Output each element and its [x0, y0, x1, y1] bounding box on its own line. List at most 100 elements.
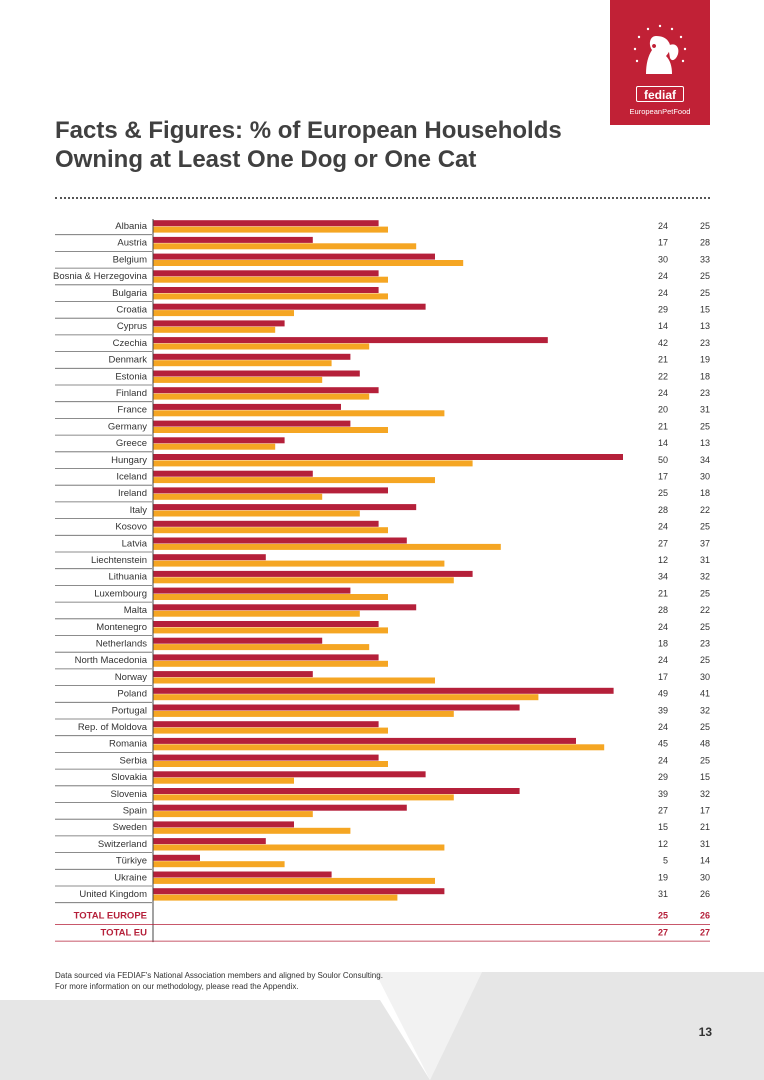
- category-label-1: Austria: [117, 238, 147, 249]
- category-label-0: Albania: [115, 221, 147, 232]
- value-label-series2-32: 25: [700, 755, 710, 765]
- bar-series1-2: [153, 253, 435, 260]
- value-label-series1-10: 24: [658, 388, 668, 398]
- value-label-series1-36: 15: [658, 822, 668, 832]
- value-label-series1-25: 18: [658, 639, 668, 649]
- category-label-7: Czechia: [113, 338, 148, 349]
- value-label-series2-3: 25: [700, 271, 710, 281]
- value-label-series1-23: 28: [658, 605, 668, 615]
- value-label-series1-39: 19: [658, 872, 668, 882]
- value-label-series1-28: 49: [658, 689, 668, 699]
- bar-series1-10: [153, 387, 379, 394]
- category-label-17: Italy: [130, 505, 148, 516]
- value-label-series1-13: 14: [658, 438, 668, 448]
- fediaf-logo: fediaf EuropeanPetFood: [610, 0, 710, 125]
- bar-series2-29: [153, 710, 454, 717]
- logo-tagline: EuropeanPetFood: [629, 107, 691, 116]
- total-label-1: TOTAL EU: [101, 927, 148, 938]
- value-label-series2-16: 18: [700, 488, 710, 498]
- bar-series1-23: [153, 604, 417, 611]
- value-label-series2-29: 32: [700, 705, 710, 715]
- category-label-6: Cyprus: [117, 321, 147, 332]
- category-label-27: Norway: [115, 672, 147, 683]
- category-label-10: Finland: [116, 388, 147, 399]
- value-label-series2-8: 19: [700, 355, 710, 365]
- value-label-series1-30: 24: [658, 722, 668, 732]
- bar-series2-23: [153, 610, 360, 617]
- category-label-36: Sweden: [113, 822, 147, 833]
- category-label-9: Estonia: [115, 371, 147, 382]
- bar-series1-12: [153, 420, 351, 427]
- bar-series2-7: [153, 343, 370, 350]
- value-label-series1-22: 21: [658, 588, 668, 598]
- bar-series2-26: [153, 660, 388, 667]
- bar-series2-24: [153, 627, 388, 634]
- bar-series2-35: [153, 811, 313, 818]
- bar-series1-20: [153, 554, 266, 561]
- bar-series2-31: [153, 744, 605, 751]
- bar-series2-11: [153, 410, 445, 417]
- category-label-14: Hungary: [111, 455, 147, 466]
- category-label-12: Germany: [108, 421, 147, 432]
- value-label-series1-18: 24: [658, 522, 668, 532]
- value-label-series2-11: 31: [700, 405, 710, 415]
- bar-series2-5: [153, 310, 294, 317]
- value-label-series1-35: 27: [658, 806, 668, 816]
- category-label-28: Poland: [117, 689, 147, 700]
- bar-series2-20: [153, 560, 445, 567]
- bar-series2-25: [153, 644, 370, 651]
- bar-series2-6: [153, 326, 276, 333]
- value-label-series1-5: 29: [658, 305, 668, 315]
- bar-series2-0: [153, 226, 388, 233]
- bar-series1-35: [153, 804, 407, 811]
- total-value-series1-1: 27: [658, 927, 668, 937]
- category-label-24: Montenegro: [96, 622, 147, 633]
- category-label-33: Slovakia: [111, 772, 148, 783]
- value-label-series2-18: 25: [700, 522, 710, 532]
- value-label-series1-14: 50: [658, 455, 668, 465]
- total-value-series2-0: 26: [700, 911, 710, 921]
- bar-series2-30: [153, 727, 388, 734]
- category-label-37: Switzerland: [98, 839, 147, 850]
- value-label-series1-17: 28: [658, 505, 668, 515]
- value-label-series2-12: 25: [700, 421, 710, 431]
- category-label-16: Ireland: [118, 488, 147, 499]
- value-label-series1-1: 17: [658, 238, 668, 248]
- category-label-29: Portugal: [112, 705, 147, 716]
- category-label-13: Greece: [116, 438, 147, 449]
- bar-series2-18: [153, 527, 388, 534]
- value-label-series1-12: 21: [658, 421, 668, 431]
- bar-series1-21: [153, 570, 473, 577]
- total-label-0: TOTAL EUROPE: [74, 911, 147, 922]
- category-label-35: Spain: [123, 806, 147, 817]
- value-label-series2-35: 17: [700, 806, 710, 816]
- value-label-series1-11: 20: [658, 405, 668, 415]
- value-label-series2-22: 25: [700, 588, 710, 598]
- category-label-26: North Macedonia: [75, 655, 148, 666]
- bar-series1-26: [153, 654, 379, 661]
- bar-series1-39: [153, 871, 332, 878]
- bar-series1-5: [153, 303, 426, 310]
- bar-series1-4: [153, 287, 379, 293]
- bar-series2-32: [153, 761, 388, 767]
- bar-series1-16: [153, 487, 388, 494]
- page-number: 13: [698, 1025, 712, 1039]
- bar-series2-22: [153, 594, 388, 600]
- bar-series1-31: [153, 737, 576, 744]
- value-label-series2-9: 18: [700, 371, 710, 381]
- value-label-series1-21: 34: [658, 572, 668, 582]
- category-label-18: Kosovo: [115, 522, 147, 533]
- value-label-series2-38: 14: [700, 856, 710, 866]
- bar-series1-6: [153, 320, 285, 327]
- bar-series1-34: [153, 788, 520, 794]
- bar-series2-8: [153, 360, 332, 367]
- value-label-series2-33: 15: [700, 772, 710, 782]
- category-label-31: Romania: [109, 739, 148, 750]
- value-label-series2-30: 25: [700, 722, 710, 732]
- value-label-series1-40: 31: [658, 889, 668, 899]
- value-label-series2-25: 23: [700, 639, 710, 649]
- value-label-series1-19: 27: [658, 538, 668, 548]
- bar-series2-17: [153, 510, 360, 517]
- category-label-3: Bosnia & Herzegovina: [53, 271, 148, 282]
- bar-series2-36: [153, 827, 351, 834]
